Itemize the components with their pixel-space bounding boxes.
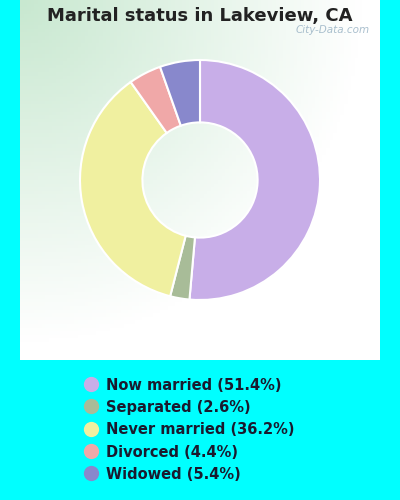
Wedge shape (80, 82, 186, 296)
Text: City-Data.com: City-Data.com (295, 25, 369, 35)
Legend: Now married (51.4%), Separated (2.6%), Never married (36.2%), Divorced (4.4%), W: Now married (51.4%), Separated (2.6%), N… (79, 374, 298, 486)
Wedge shape (190, 60, 320, 300)
Wedge shape (160, 60, 200, 126)
Wedge shape (131, 67, 181, 133)
Text: Marital status in Lakeview, CA: Marital status in Lakeview, CA (47, 8, 353, 26)
Wedge shape (170, 236, 195, 300)
